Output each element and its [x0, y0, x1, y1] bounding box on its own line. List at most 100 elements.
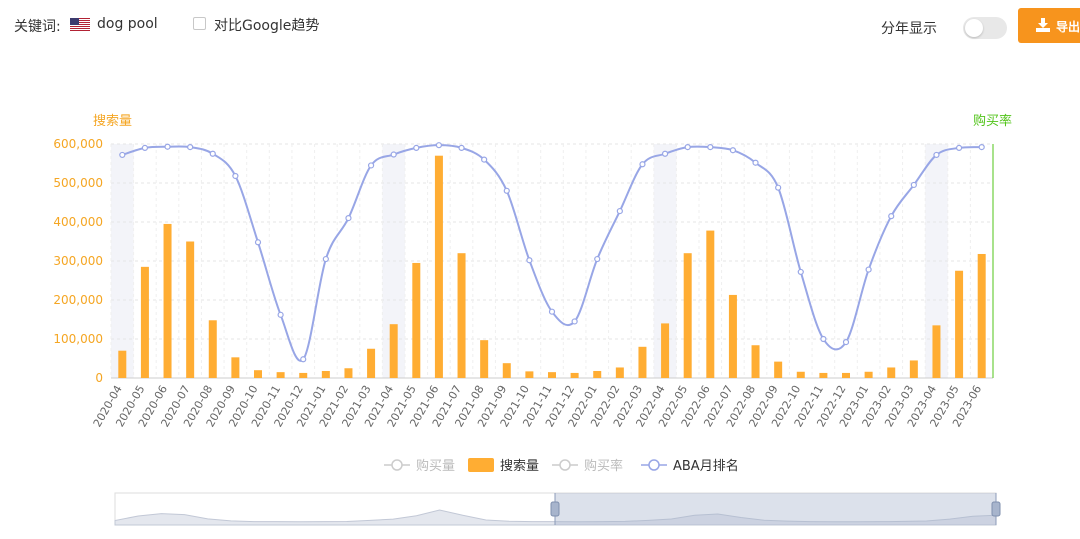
- rank-point-2020-06: [164, 143, 171, 150]
- legend-label: 搜索量: [500, 459, 539, 474]
- y-tick-label: 300,000: [53, 254, 103, 268]
- rank-point-2021-06: [435, 142, 443, 149]
- bar-2021-04: [389, 324, 398, 378]
- us-flag-icon: [70, 18, 90, 31]
- legend-circle-marker: [559, 459, 571, 471]
- rank-point-2021-09: [503, 187, 510, 194]
- legend-label: 购买量: [416, 458, 455, 474]
- rank-point-2023-01: [865, 266, 872, 273]
- year-split-toggle[interactable]: [963, 17, 1007, 39]
- y-tick-label: 100,000: [53, 332, 103, 346]
- keyword-value: dog pool: [97, 16, 158, 32]
- legend-item[interactable]: 搜索量: [468, 458, 539, 474]
- bar-2021-08: [480, 340, 489, 378]
- legend-label: 购买率: [584, 458, 623, 474]
- bar-2021-06: [434, 155, 443, 378]
- grid-layer: [110, 143, 994, 379]
- rank-point-2020-12: [300, 356, 307, 363]
- rank-point-2020-04: [119, 151, 126, 159]
- bar-2020-12: [299, 372, 308, 378]
- rank-point-2020-05: [141, 144, 149, 151]
- rank-point-2021-08: [481, 156, 488, 163]
- rank-point-2021-05: [413, 144, 420, 151]
- zoom-selection[interactable]: [555, 493, 996, 525]
- bar-2022-09: [774, 361, 783, 378]
- legend-circle-marker: [391, 459, 403, 471]
- rank-point-2022-12: [842, 339, 850, 346]
- bar-2023-04: [932, 325, 941, 378]
- compare-google-label[interactable]: 对比Google趋势: [214, 18, 320, 34]
- rank-point-2020-08: [209, 150, 216, 157]
- rank-point-2021-10: [526, 257, 533, 264]
- rank-point-2022-05: [684, 144, 691, 151]
- x-axis-ticks: 2020-042020-052020-062020-072020-082020-…: [91, 383, 985, 429]
- bar-2021-01: [321, 370, 330, 378]
- bar-2020-11: [276, 372, 285, 378]
- bar-2022-04: [661, 323, 670, 378]
- zoom-handle-right[interactable]: [991, 501, 1001, 517]
- rank-point-2023-04: [933, 151, 940, 159]
- rank-point-2022-09: [775, 184, 782, 191]
- rank-point-2021-03: [367, 162, 375, 169]
- legend-item[interactable]: 购买率: [552, 458, 623, 474]
- rank-point-2023-03: [910, 181, 917, 189]
- rank-point-2020-11: [277, 311, 284, 318]
- bar-2020-04: [118, 350, 127, 378]
- bar-2021-05: [412, 262, 421, 378]
- zoom-handle-left[interactable]: [550, 501, 560, 517]
- year-split-label: 分年显示: [881, 21, 937, 37]
- zoom-preview: [114, 509, 997, 526]
- bar-2021-03: [367, 348, 376, 378]
- rank-point-2022-11: [820, 335, 827, 343]
- rank-point-2021-11: [548, 308, 556, 315]
- bar-2021-02: [344, 368, 353, 378]
- bar-2022-05: [683, 253, 692, 378]
- rank-point-2021-04: [390, 151, 397, 158]
- rank-point-2023-05: [955, 144, 963, 151]
- bar-2022-11: [819, 372, 828, 378]
- rank-point-2021-02: [345, 215, 352, 222]
- legend-item[interactable]: 购买量: [384, 458, 455, 474]
- bar-2022-10: [796, 371, 805, 378]
- bar-2020-06: [163, 223, 172, 378]
- y-tick-label: 0: [95, 371, 103, 385]
- shaded-band-2023-04: [925, 144, 948, 378]
- bar-2022-08: [751, 345, 760, 378]
- bar-2021-12: [570, 372, 579, 378]
- bar-2022-12: [842, 372, 850, 378]
- bar-2021-11: [548, 372, 556, 378]
- bar-2023-02: [887, 367, 896, 378]
- y-axis-ticks: 0 100,000 200,000 300,000 400,000 500,000 600,…: [53, 137, 103, 385]
- rank-point-2022-06: [707, 144, 714, 151]
- data-zoom-slider: [114, 492, 1001, 526]
- bar-2021-07: [457, 253, 466, 378]
- left-axis-label: 搜索量: [93, 114, 132, 129]
- rank-point-2021-01: [322, 255, 329, 263]
- bar-2020-05: [140, 266, 149, 378]
- legend-circle-marker: [648, 459, 660, 471]
- export-button[interactable]: 导出: [1018, 8, 1080, 43]
- bar-2023-05: [955, 270, 964, 378]
- line-series: [119, 142, 985, 363]
- compare-google-checkbox[interactable]: [193, 17, 206, 30]
- rank-point-2023-02: [888, 213, 895, 220]
- bar-2022-06: [706, 230, 715, 378]
- bar-2022-02: [615, 367, 624, 378]
- y-tick-label: 600,000: [53, 137, 103, 151]
- export-label: 导出: [1056, 20, 1080, 34]
- rank-point-2022-04: [661, 150, 669, 157]
- bar-2020-08: [208, 320, 217, 378]
- bar-2021-10: [525, 371, 534, 378]
- rank-point-2022-08: [752, 159, 759, 166]
- y-tick-label: 200,000: [53, 293, 103, 307]
- bar-2022-01: [593, 370, 602, 378]
- rank-point-2022-01: [594, 255, 601, 263]
- y-tick-label: 400,000: [53, 215, 103, 229]
- rank-point-2022-03: [639, 161, 646, 168]
- right-axis-label: 购买率: [973, 113, 1012, 129]
- bar-2023-03: [909, 360, 918, 378]
- legend-item[interactable]: ABA月排名: [641, 458, 739, 474]
- y-tick-label: 500,000: [53, 176, 103, 190]
- bar-2020-10: [254, 370, 262, 378]
